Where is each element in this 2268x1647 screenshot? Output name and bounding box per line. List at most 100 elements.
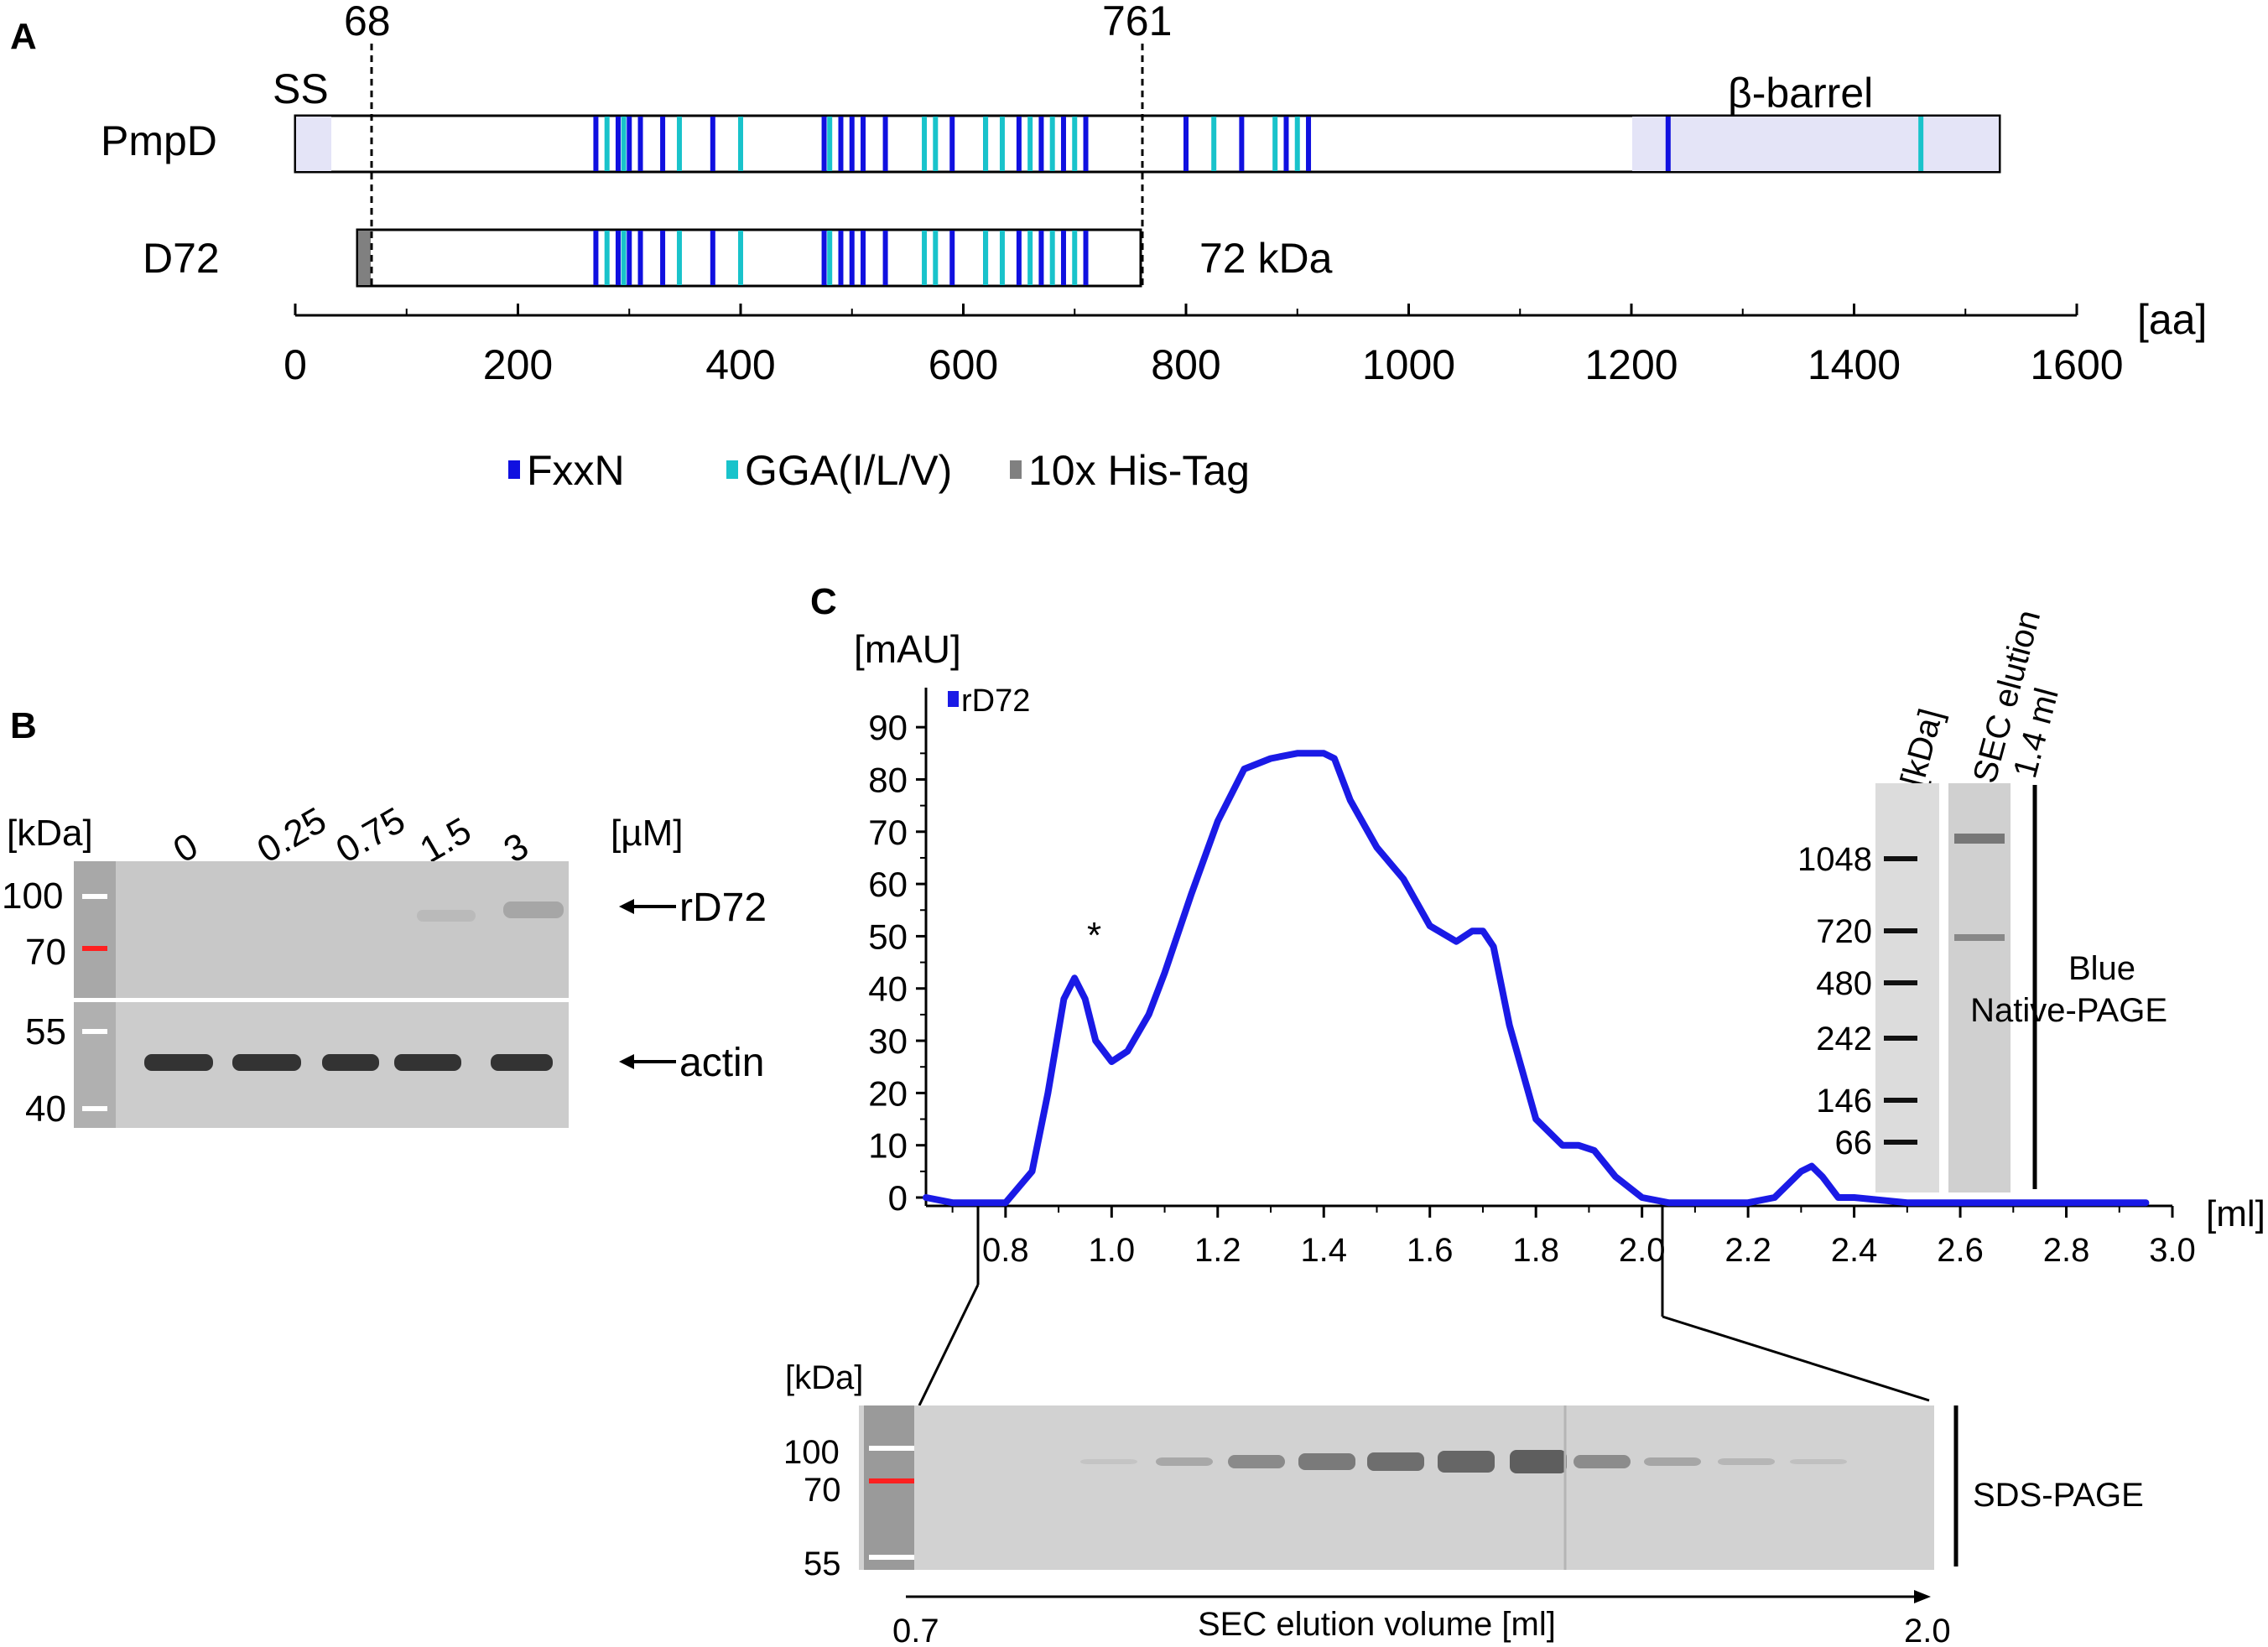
elution-start-label: 0.7: [892, 1613, 939, 1647]
aa-tick-label-400: 400: [705, 341, 775, 388]
fxxn-motif-11: [949, 231, 955, 285]
actin-band-2: [322, 1054, 379, 1071]
zoom-right-line: [1662, 1315, 1930, 1402]
fxxn-motif-14: [1038, 117, 1044, 171]
blue-native-inset: [kDa] SEC elution 1.4 ml 104872048024214…: [1797, 606, 2167, 1192]
fxxn-motif-18: [1239, 117, 1245, 171]
panel-a: A PmpD SS β-barrel D72 72 kDa 68 761 0 20…: [10, 0, 2207, 494]
sds-fraction-band-0: [1080, 1459, 1137, 1464]
gga-motif-2: [676, 117, 682, 171]
rd72-arrow-head: [619, 899, 634, 914]
marker-55-label: 55: [25, 1011, 66, 1052]
aa-tick-label-1400: 1400: [1808, 341, 1901, 388]
marker-68-label: 68: [344, 0, 391, 44]
sds-ladder-lane: [864, 1405, 914, 1570]
y-tick-label-40: 40: [868, 969, 908, 1009]
x-tick-label-2.8: 2.8: [2043, 1232, 2090, 1269]
y-tick-label-90: 90: [868, 708, 908, 747]
his-tag-legend-swatch: [1010, 460, 1022, 479]
fxxn-motif-6: [821, 117, 827, 171]
peak-asterisk: *: [1087, 915, 1101, 956]
x-tick-label-0.8: 0.8: [982, 1232, 1029, 1269]
native-caption-2: Native-PAGE: [1970, 992, 2167, 1029]
sds-fraction-band-1: [1156, 1457, 1213, 1466]
chart-y-unit: [mAU]: [854, 627, 961, 671]
sds-page-section: [kDa] 100 70 55 SDS-PAGE SEC elution vol…: [783, 1206, 2144, 1647]
gga-motif-7: [983, 117, 989, 171]
actin-bands: [144, 1054, 553, 1071]
x-tick-label-1.0: 1.0: [1089, 1232, 1136, 1269]
aa-axis-ticks: 0 200 400 600 800 1000 1200 1400 1600: [284, 304, 2124, 388]
fxxn-legend-swatch: [508, 460, 520, 479]
aa-tick-label-0: 0: [284, 341, 307, 388]
rd72-band-label: rD72: [679, 886, 767, 930]
gga-motif-5: [922, 231, 928, 285]
d72-motifs: [593, 231, 1089, 285]
marker-40-label: 40: [25, 1088, 66, 1130]
fxxn-motif-5: [710, 117, 715, 171]
elution-volume-label: SEC elution volume [ml]: [1198, 1606, 1556, 1643]
x-tick-label-2.6: 2.6: [1937, 1232, 1984, 1269]
fxxn-motif-19: [1283, 117, 1289, 171]
sds-caption: SDS-PAGE: [1973, 1477, 2144, 1514]
sds-marker-100-label: 100: [783, 1434, 840, 1471]
fxxn-motif-20: [1306, 117, 1312, 171]
marker-70-label: 70: [25, 932, 66, 973]
x-tick-label-2.4: 2.4: [1831, 1232, 1878, 1269]
sds-fraction-band-10: [1790, 1459, 1847, 1464]
native-caption-1: Blue: [2068, 950, 2135, 987]
beta-barrel-region: [1632, 117, 1999, 171]
fxxn-motif-21: [1665, 117, 1671, 171]
fxxn-motif-5: [710, 231, 715, 285]
gga-motif-15: [1918, 117, 1924, 171]
fxxn-motif-6: [821, 231, 827, 285]
actin-band-0: [144, 1054, 213, 1071]
actin-band-3: [394, 1054, 461, 1071]
sds-fraction-band-6: [1510, 1450, 1567, 1473]
gga-motif-14: [1294, 117, 1300, 171]
conc-label-2: 0.75: [330, 799, 413, 870]
gga-motif-1: [621, 117, 627, 171]
sds-gel: [859, 1405, 1934, 1570]
native-marker-label-1: 720: [1816, 913, 1872, 950]
fxxn-motif-13: [1016, 231, 1022, 285]
marker-761-label: 761: [1102, 0, 1172, 44]
gga-motif-11: [1072, 231, 1078, 285]
panel-b-kda-unit: [kDa]: [7, 813, 93, 854]
gga-motif-10: [1049, 231, 1055, 285]
sds-kda-unit: [kDa]: [785, 1359, 863, 1396]
fxxn-motif-1: [615, 231, 621, 285]
his-tag-region: [358, 231, 371, 285]
gga-motif-3: [738, 117, 743, 171]
gga-motif-11: [1072, 117, 1078, 171]
gga-motif-0: [604, 117, 610, 171]
elution-end-label: 2.0: [1904, 1613, 1951, 1647]
marker-100-label: 100: [2, 875, 63, 917]
actin-band-1: [232, 1054, 301, 1071]
y-tick-label-50: 50: [868, 917, 908, 956]
actin-band-4: [491, 1054, 553, 1071]
fxxn-motif-8: [849, 231, 855, 285]
motif-legend: FxxN GGA(I/L/V) 10x His-Tag: [508, 447, 1250, 494]
sds-fraction-band-5: [1438, 1451, 1495, 1473]
gga-motif-1: [621, 231, 627, 285]
gga-legend-swatch: [726, 460, 738, 479]
sds-fraction-band-9: [1718, 1458, 1775, 1465]
gga-motif-5: [922, 117, 928, 171]
aa-tick-label-1600: 1600: [2030, 341, 2123, 388]
gga-motif-8: [999, 117, 1005, 171]
y-tick-label-80: 80: [868, 760, 908, 799]
x-tick-label-1.2: 1.2: [1194, 1232, 1241, 1269]
gga-motif-13: [1272, 117, 1278, 171]
fxxn-motif-15: [1060, 117, 1066, 171]
rd72-trace: [923, 750, 2150, 1207]
gga-legend-label: GGA(I/L/V): [745, 447, 952, 494]
sds-bands: [1080, 1450, 1847, 1473]
gga-motif-10: [1049, 117, 1055, 171]
gga-motif-6: [933, 117, 939, 171]
gga-motif-3: [738, 231, 743, 285]
panel-a-label: A: [10, 16, 37, 57]
fxxn-motif-4: [660, 117, 666, 171]
zoom-left-line: [918, 1284, 980, 1406]
